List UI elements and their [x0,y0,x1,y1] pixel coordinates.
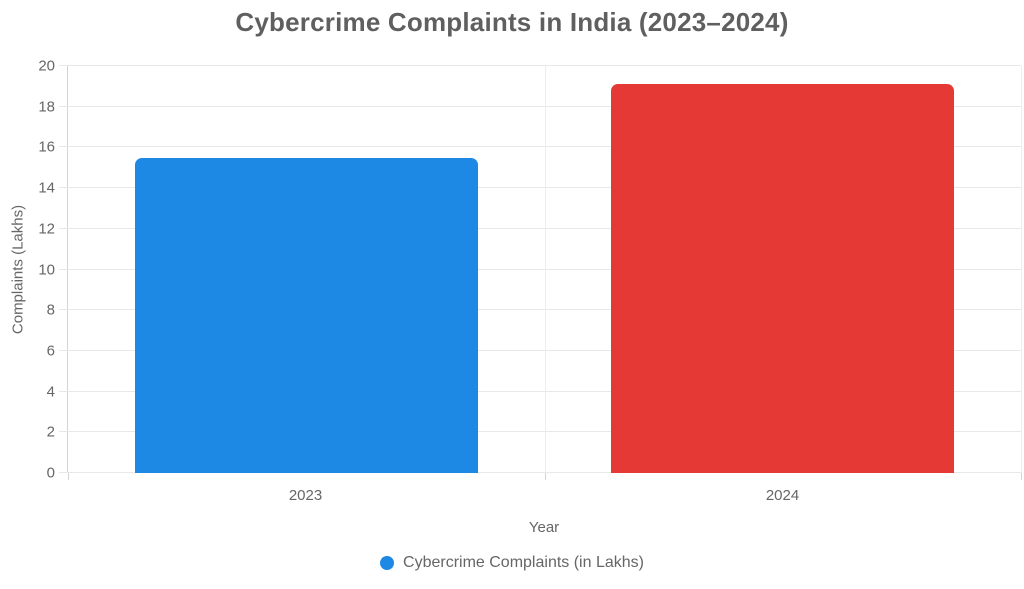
h-gridline [59,105,1021,107]
legend-marker-icon [380,556,395,570]
bar-cell [545,66,1022,473]
y-tick-label: 8 [46,301,55,319]
bars-container [68,66,1021,473]
y-tick-label: 18 [38,98,55,116]
v-gridline [1021,66,1022,473]
y-axis-tick-labels: 0 2 4 6 8 10 12 14 16 18 20 [0,58,55,482]
y-tick-label: 20 [38,57,55,75]
plot-area [59,65,1022,480]
x-axis-tick-mark [544,473,546,480]
y-tick-label: 2 [46,423,55,441]
y-tick-label: 0 [46,464,55,482]
y-tick-label: 12 [38,220,55,238]
x-tick-label: 2023 [288,487,323,504]
legend-label: Cybercrime Complaints (in Lakhs) [403,554,644,571]
h-gridline [59,146,1021,148]
y-tick-label: 14 [38,179,55,197]
v-gridline [544,66,546,473]
h-gridline [59,431,1021,433]
x-tick-label: 2024 [765,487,800,504]
h-gridline [59,65,1021,66]
bar-cell [68,66,545,473]
x-axis-title: Year [528,519,560,536]
h-gridline [59,390,1021,392]
h-gridline [59,472,1021,473]
h-gridline [59,268,1021,270]
h-gridline [59,309,1021,311]
x-axis-tick-mark [1021,473,1022,480]
y-tick-label: 6 [46,342,55,360]
h-gridline [59,227,1021,229]
bar-2023 [134,157,478,473]
y-tick-label: 16 [38,138,55,156]
chart-title: Cybercrime Complaints in India (2023–202… [235,7,789,37]
x-axis-tick-mark [68,473,69,480]
h-gridline [59,349,1021,351]
y-tick-label: 10 [38,261,55,278]
bar-2024 [611,84,955,473]
h-gridline [59,187,1021,189]
x-axis-tick-labels: 2023 2024 [67,487,1021,504]
legend-item[interactable]: Cybercrime Complaints (in Lakhs) [0,554,1024,572]
y-tick-label: 4 [46,383,55,401]
